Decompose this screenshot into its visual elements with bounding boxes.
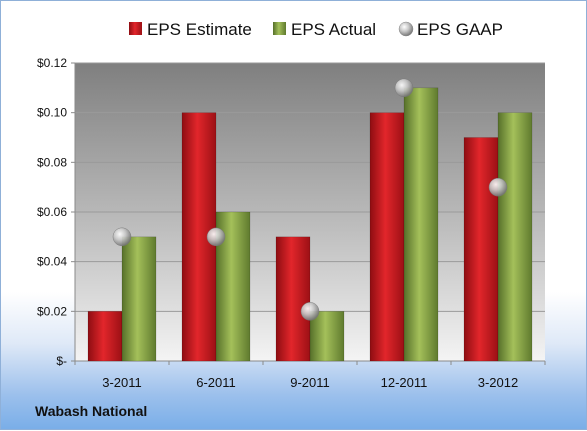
- marker-eps-gaap: [394, 78, 414, 98]
- legend-label-eps-estimate: EPS Estimate: [147, 20, 252, 39]
- y-tick-label: $0.10: [37, 106, 67, 120]
- bar-eps-actual: [403, 87, 439, 362]
- x-category-label: 3-2012: [478, 375, 518, 390]
- bar-eps-estimate: [369, 112, 405, 362]
- y-tick-label: $0.08: [37, 155, 67, 169]
- marker-eps-gaap: [206, 227, 226, 247]
- x-category-label: 12-2011: [381, 375, 428, 390]
- legend-swatch-eps-actual: [273, 22, 286, 35]
- y-tick-label: $0.06: [37, 205, 67, 219]
- legend-label-eps-actual: EPS Actual: [291, 20, 376, 39]
- x-category-label: 9-2011: [290, 375, 330, 390]
- bar-eps-estimate: [87, 311, 123, 362]
- company-name: Wabash National: [35, 403, 148, 419]
- bar-eps-actual: [121, 236, 157, 362]
- legend-label-eps-gaap: EPS GAAP: [417, 20, 503, 39]
- bar-eps-estimate: [463, 137, 499, 362]
- bar-eps-estimate: [275, 236, 311, 362]
- legend-swatch-eps-gaap: [398, 21, 414, 37]
- marker-eps-gaap: [488, 177, 508, 197]
- y-tick-label: $0.04: [37, 255, 67, 269]
- marker-eps-gaap: [300, 302, 320, 321]
- y-tick-label: $0.12: [37, 56, 67, 70]
- marker-eps-gaap: [112, 227, 132, 247]
- y-tick-label: $-: [56, 354, 67, 368]
- legend-swatch-eps-estimate: [129, 22, 142, 35]
- x-category-label: 6-2011: [196, 375, 236, 390]
- y-tick-label: $0.02: [37, 304, 67, 318]
- bar-eps-actual: [309, 311, 345, 362]
- bar-eps-actual: [497, 112, 533, 362]
- x-category-label: 3-2011: [102, 375, 142, 390]
